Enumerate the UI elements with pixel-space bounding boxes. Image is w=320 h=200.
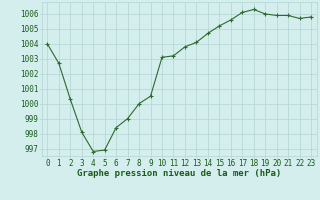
X-axis label: Graphe pression niveau de la mer (hPa): Graphe pression niveau de la mer (hPa) (77, 169, 281, 178)
